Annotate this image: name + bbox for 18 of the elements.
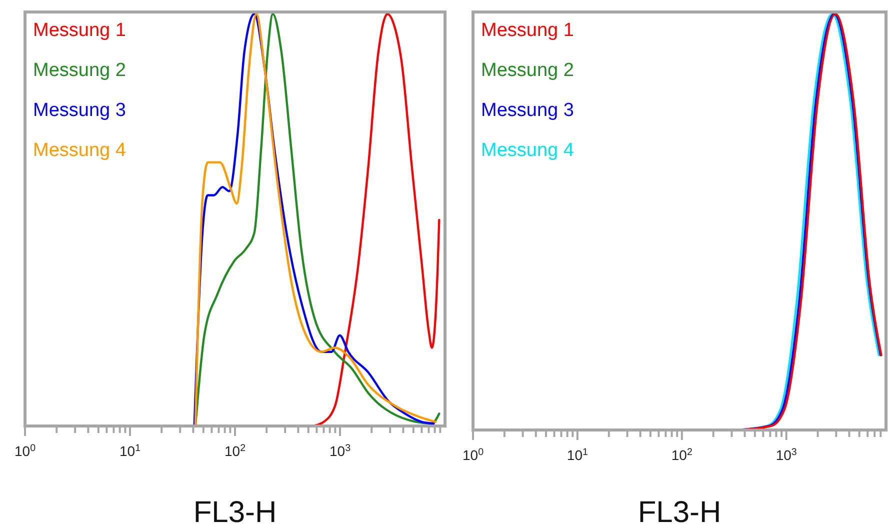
x-tick-label: 10$^{1}$ [119,442,141,459]
legend-label: Messung 2 [481,60,574,81]
x-axis-title: FL3-H [638,496,722,529]
x-axis-title: FL3-H [193,496,277,529]
text: Messung 1 [33,20,126,41]
text: Messung 3 [481,100,574,121]
x-tick-label: 10$^{2}$ [224,442,246,459]
x-tick-label: 10$^{1}$ [566,446,588,463]
x-tick-label: 10$^{2}$ [671,446,692,463]
text: Messung 3 [33,100,126,121]
text: Messung 1 [481,20,574,41]
x-tick-label: 10$^{3}$ [776,446,798,463]
text: Messung 4 [481,140,574,161]
x-tick-label: 10$^{0}$ [14,442,36,459]
x-tick-label: 10$^{3}$ [329,442,352,459]
text: Messung 4 [33,140,126,161]
text: Messung 2 [33,60,126,81]
x-tick-label: 10$^{0}$ [462,446,484,463]
